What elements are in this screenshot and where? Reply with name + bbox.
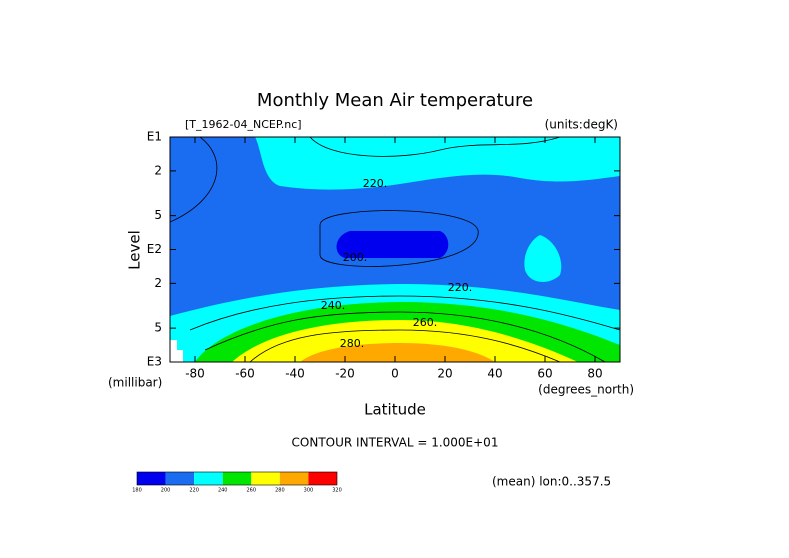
- y-tick-label: 2: [154, 276, 162, 290]
- contour-line: [309, 137, 561, 157]
- contour-interval: CONTOUR INTERVAL = 1.000E+01: [292, 436, 499, 450]
- colorbar-frame: [136, 471, 338, 486]
- y-tick-label: E2: [147, 242, 162, 256]
- units-note: (units:degK): [545, 118, 618, 132]
- contour-fill: [524, 235, 562, 282]
- contour-label: 220.: [448, 281, 473, 294]
- y-tick-label: 5: [154, 321, 162, 335]
- y-tick-label: E1: [147, 130, 162, 144]
- contour-fill: [255, 137, 620, 190]
- x-tick-label: 40: [487, 367, 502, 381]
- colorbar-cell: [165, 472, 195, 485]
- x-tick-label: 20: [437, 367, 452, 381]
- colorbar-cell: [279, 472, 309, 485]
- y-tick-label: E3: [147, 355, 162, 369]
- footnote: (mean) lon:0..357.5: [492, 475, 611, 489]
- contour-fill: [300, 343, 495, 362]
- colorbar-label: 240: [218, 488, 228, 494]
- contour-label: 280.: [340, 337, 365, 350]
- colorbar-label: 280: [275, 488, 285, 494]
- y-axis-units: (millibar): [108, 376, 162, 390]
- colorbar-label: 300: [304, 488, 314, 494]
- x-tick-label: 60: [537, 367, 552, 381]
- colorbar-label: 260: [247, 488, 257, 494]
- x-tick-label: 0: [391, 367, 399, 381]
- contour-label: 240.: [321, 299, 346, 312]
- x-tick-label: -60: [235, 367, 255, 381]
- contour-fill: [336, 231, 449, 258]
- x-axis-units: (degrees_north): [538, 383, 634, 397]
- contour-label: 260.: [413, 316, 438, 329]
- contour-line: [204, 311, 606, 362]
- y-axis-label: Level: [126, 230, 144, 270]
- chart-title: Monthly Mean Air temperature: [257, 90, 533, 111]
- colorbar-cell: [194, 472, 223, 485]
- colorbar-cell: [222, 472, 252, 485]
- x-axis-label: Latitude: [364, 401, 426, 419]
- colorbar-label: 320: [332, 488, 342, 494]
- contour-line: [249, 329, 561, 362]
- colorbar-cell: [251, 472, 280, 485]
- colorbar-label: 220: [189, 488, 199, 494]
- x-tick-label: -40: [285, 367, 305, 381]
- missing-data: [170, 340, 183, 362]
- contour-label: 200.: [343, 251, 368, 264]
- contour-line: [319, 210, 479, 267]
- contour-line: [170, 137, 218, 223]
- y-tick-label: 5: [154, 208, 162, 222]
- colorbar-label: 180: [132, 488, 142, 494]
- subtitle: [T_1962-04_NCEP.nc]: [185, 118, 302, 131]
- contour-fill: [232, 320, 578, 362]
- x-tick-label: -20: [335, 367, 355, 381]
- y-tick-label: 2: [154, 163, 162, 177]
- colorbar-cell: [137, 472, 166, 485]
- contour-line: [189, 295, 620, 331]
- colorbar-cell: [308, 472, 337, 485]
- x-tick-label: 80: [587, 367, 602, 381]
- contour-field: [170, 137, 620, 362]
- contour-label: 220.: [363, 177, 388, 190]
- x-tick-label: -80: [185, 367, 205, 381]
- colorbar-label: 200: [161, 488, 171, 494]
